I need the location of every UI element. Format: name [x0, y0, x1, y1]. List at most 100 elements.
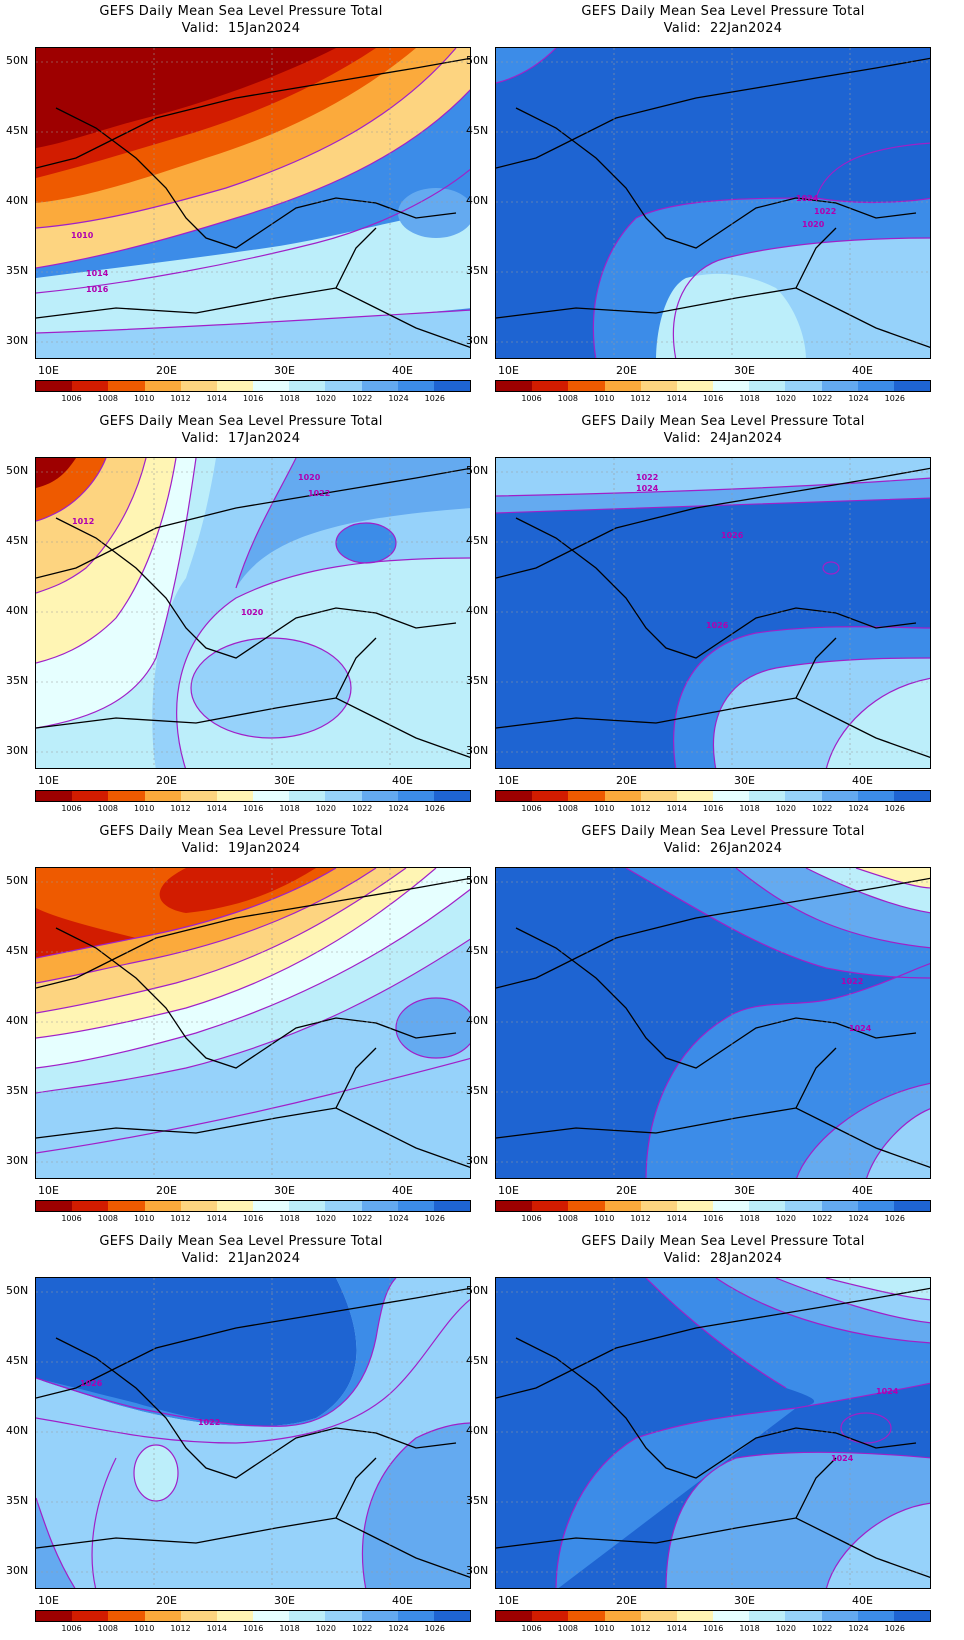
colorbar-tick-label: 1018	[279, 1624, 300, 1633]
contour-label: 1026	[721, 531, 744, 540]
colorbar-segment	[180, 1201, 217, 1211]
colorbar-segment	[36, 791, 73, 801]
lat-label: 40N	[466, 604, 489, 617]
colorbar-segment	[361, 1201, 398, 1211]
lon-label: 20E	[156, 1184, 177, 1197]
contour-label: 1022	[841, 977, 863, 986]
contour-label: 1022	[198, 1418, 220, 1427]
colorbar-segment	[785, 1201, 822, 1211]
lat-label: 30N	[466, 744, 489, 757]
contour-label: 1016	[86, 285, 109, 294]
colorbar-segment	[289, 1201, 326, 1211]
colorbar-tick-label: 1022	[812, 1624, 833, 1633]
colorbar-segment	[713, 1201, 750, 1211]
colorbar	[495, 1610, 931, 1622]
colorbar-segment	[749, 1201, 786, 1211]
colorbar-tick-label: 1014	[666, 1214, 688, 1223]
colorbar-segment	[144, 1201, 181, 1211]
colorbar-segment	[568, 1611, 605, 1621]
colorbar-segment	[361, 1611, 398, 1621]
colorbar-segment	[568, 1201, 605, 1211]
colorbar-segment	[568, 381, 605, 391]
colorbar-tick-label: 1006	[521, 1214, 542, 1223]
colorbar	[495, 1200, 931, 1212]
colorbar-segment	[785, 1611, 822, 1621]
colorbar-tick-label: 1014	[666, 394, 688, 403]
colorbar-tick-label: 1008	[97, 804, 119, 813]
lat-label: 30N	[6, 334, 29, 347]
colorbar-segment	[749, 791, 786, 801]
colorbar-segment	[496, 791, 533, 801]
colorbar-segment	[857, 791, 894, 801]
lon-label: 20E	[616, 1184, 637, 1197]
colorbar-segment	[604, 791, 641, 801]
colorbar-tick-label: 1008	[97, 1214, 119, 1223]
colorbar-segment	[216, 1201, 254, 1211]
colorbar-tick-label: 1006	[521, 1624, 542, 1633]
lon-label: 10E	[38, 1184, 59, 1197]
pressure-map: 1022 1024 1026 1026	[495, 457, 931, 769]
panel-valid-date: Valid: 21Jan2024	[181, 1251, 301, 1266]
colorbar-segment	[893, 381, 931, 391]
colorbar-segment	[676, 791, 714, 801]
colorbar-segment	[785, 791, 822, 801]
lat-label: 40N	[466, 1014, 489, 1027]
colorbar-tick-label: 1018	[739, 1624, 760, 1633]
colorbar-segment	[253, 1611, 290, 1621]
colorbar-tick-label: 1010	[134, 1214, 155, 1223]
panel-valid-date: Valid: 15Jan2024	[181, 21, 301, 36]
colorbar	[35, 1610, 471, 1622]
colorbar-segment	[433, 1611, 471, 1621]
colorbar-tick-label: 1016	[243, 1214, 264, 1223]
lat-label: 35N	[466, 674, 489, 687]
lon-label: 40E	[852, 364, 873, 377]
colorbar-tick-label: 1024	[388, 1624, 409, 1633]
lat-label: 40N	[6, 604, 29, 617]
colorbar-tick-label: 1010	[134, 1624, 155, 1633]
colorbar-segment	[180, 791, 217, 801]
lat-label: 45N	[466, 944, 489, 957]
colorbar-segment	[640, 1201, 677, 1211]
panel-title: GEFS Daily Mean Sea Level Pressure Total	[99, 1234, 383, 1249]
contour-label: 1020	[241, 608, 264, 617]
colorbar-segment	[713, 381, 750, 391]
lat-label: 50N	[6, 54, 29, 67]
lat-label: 45N	[6, 534, 29, 547]
colorbar-tick-label: 1012	[630, 804, 651, 813]
colorbar-tick-label: 1024	[848, 394, 869, 403]
contour-label: 1026	[706, 621, 729, 630]
lat-label: 30N	[6, 1564, 29, 1577]
colorbar-segment	[144, 381, 181, 391]
colorbar-segment	[604, 1611, 641, 1621]
lat-label: 50N	[466, 1284, 489, 1297]
lon-label: 40E	[392, 1594, 413, 1607]
colorbar-segment	[640, 1611, 677, 1621]
colorbar-tick-label: 1014	[666, 1624, 688, 1633]
colorbar-tick-label: 1016	[703, 804, 724, 813]
colorbar-segment	[496, 381, 533, 391]
colorbar-segment	[532, 1201, 569, 1211]
panel-title: GEFS Daily Mean Sea Level Pressure Total	[581, 1234, 865, 1249]
colorbar-tick-label: 1008	[97, 1624, 119, 1633]
map-panel-17jan: GEFS Daily Mean Sea Level Pressure Total…	[0, 410, 482, 820]
colorbar-tick-label: 1014	[206, 1214, 228, 1223]
colorbar-segment	[532, 791, 569, 801]
colorbar-segment	[640, 791, 677, 801]
colorbar-segment	[325, 1611, 362, 1621]
lat-label: 50N	[6, 464, 29, 477]
lat-label: 35N	[6, 674, 29, 687]
colorbar-segment	[180, 1611, 217, 1621]
colorbar-tick-label: 1022	[352, 394, 373, 403]
colorbar-tick-label: 1010	[134, 394, 155, 403]
colorbar-tick-label: 1016	[703, 394, 724, 403]
colorbar-tick-label: 1014	[206, 1624, 228, 1633]
lat-label: 50N	[466, 54, 489, 67]
lat-label: 35N	[6, 1084, 29, 1097]
contour-label: 1026	[80, 1379, 103, 1388]
colorbar-segment	[433, 381, 471, 391]
colorbar-tick-label: 1018	[739, 394, 760, 403]
colorbar-segment	[72, 381, 109, 391]
lon-label: 30E	[274, 1594, 295, 1607]
map-panel-28jan: GEFS Daily Mean Sea Level Pressure Total…	[466, 1230, 964, 1640]
colorbar-tick-label: 1008	[557, 804, 579, 813]
